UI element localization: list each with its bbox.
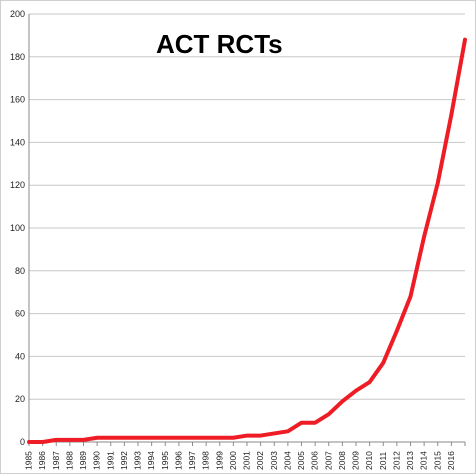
data-point-1999 [218, 436, 222, 440]
y-tick-label-100: 100 [10, 223, 25, 233]
data-point-2001 [245, 434, 249, 438]
data-point-1992 [122, 436, 126, 440]
x-tick-label-1994: 1994 [146, 451, 156, 470]
data-point-1986 [41, 440, 45, 444]
y-tick-label-20: 20 [15, 394, 25, 404]
x-tick-label-2002: 2002 [255, 451, 265, 470]
x-tick-label-1985: 1985 [24, 451, 34, 470]
data-point-1994 [150, 436, 154, 440]
x-tick-label-2008: 2008 [337, 451, 347, 470]
x-tick-label-1995: 1995 [160, 451, 170, 470]
data-point-1985 [27, 440, 31, 444]
data-point-2005 [300, 421, 304, 425]
data-point-2016 [449, 113, 453, 117]
x-tick-label-2015: 2015 [432, 451, 442, 470]
data-point-1995 [163, 436, 167, 440]
data-point-2015 [436, 181, 440, 185]
x-tick-label-2016: 2016 [446, 451, 456, 470]
data-point-1993 [136, 436, 140, 440]
data-point-2017 [463, 38, 467, 42]
y-tick-label-180: 180 [10, 52, 25, 62]
y-tick-label-120: 120 [10, 180, 25, 190]
x-tick-label-1993: 1993 [133, 451, 143, 470]
x-tick-label-2013: 2013 [405, 451, 415, 470]
y-tick-label-80: 80 [15, 266, 25, 276]
data-point-2003 [272, 431, 276, 435]
data-point-2014 [422, 235, 426, 239]
data-point-2002 [259, 434, 263, 438]
chart-title: ACT RCTs [156, 29, 283, 59]
data-point-1987 [54, 438, 58, 442]
data-point-1991 [109, 436, 113, 440]
x-tick-label-1990: 1990 [92, 451, 102, 470]
x-tick-label-2014: 2014 [419, 451, 429, 470]
data-point-1997 [191, 436, 195, 440]
x-tick-label-2009: 2009 [351, 451, 361, 470]
x-tick-label-2007: 2007 [323, 451, 333, 470]
x-tick-label-1996: 1996 [173, 451, 183, 470]
x-tick-label-2000: 2000 [228, 451, 238, 470]
x-tick-label-2003: 2003 [269, 451, 279, 470]
x-tick-label-1991: 1991 [105, 451, 115, 470]
x-tick-label-1992: 1992 [119, 451, 129, 470]
data-point-2006 [313, 421, 317, 425]
data-point-2009 [354, 389, 358, 393]
x-tick-label-2011: 2011 [378, 451, 388, 470]
x-tick-label-2005: 2005 [296, 451, 306, 470]
x-tick-label-2004: 2004 [282, 451, 292, 470]
data-point-2013 [409, 294, 413, 298]
data-point-2007 [327, 412, 331, 416]
data-point-2000 [231, 436, 235, 440]
data-point-2012 [395, 329, 399, 333]
y-tick-label-160: 160 [10, 95, 25, 105]
x-tick-label-2012: 2012 [391, 451, 401, 470]
x-tick-label-1989: 1989 [78, 451, 88, 470]
data-point-1996 [177, 436, 181, 440]
data-point-1998 [204, 436, 208, 440]
y-tick-label-60: 60 [15, 309, 25, 319]
y-tick-label-40: 40 [15, 351, 25, 361]
y-tick-label-200: 200 [10, 9, 25, 19]
y-tick-label-0: 0 [20, 437, 25, 447]
data-point-1989 [82, 438, 86, 442]
x-tick-label-1999: 1999 [214, 451, 224, 470]
x-tick-label-2010: 2010 [364, 451, 374, 470]
x-tick-label-1986: 1986 [37, 451, 47, 470]
x-tick-label-2006: 2006 [310, 451, 320, 470]
data-point-2010 [368, 380, 372, 384]
data-point-2008 [340, 399, 344, 403]
series-line-0 [27, 37, 467, 444]
data-point-1990 [95, 436, 99, 440]
data-point-2011 [381, 361, 385, 365]
x-tick-label-1988: 1988 [64, 451, 74, 470]
x-tick-label-1998: 1998 [201, 451, 211, 470]
y-tick-label-140: 140 [10, 137, 25, 147]
x-tick-label-1997: 1997 [187, 451, 197, 470]
data-point-2004 [286, 429, 290, 433]
x-tick-label-2001: 2001 [242, 451, 252, 470]
x-tick-label-1987: 1987 [51, 451, 61, 470]
data-point-1988 [68, 438, 72, 442]
